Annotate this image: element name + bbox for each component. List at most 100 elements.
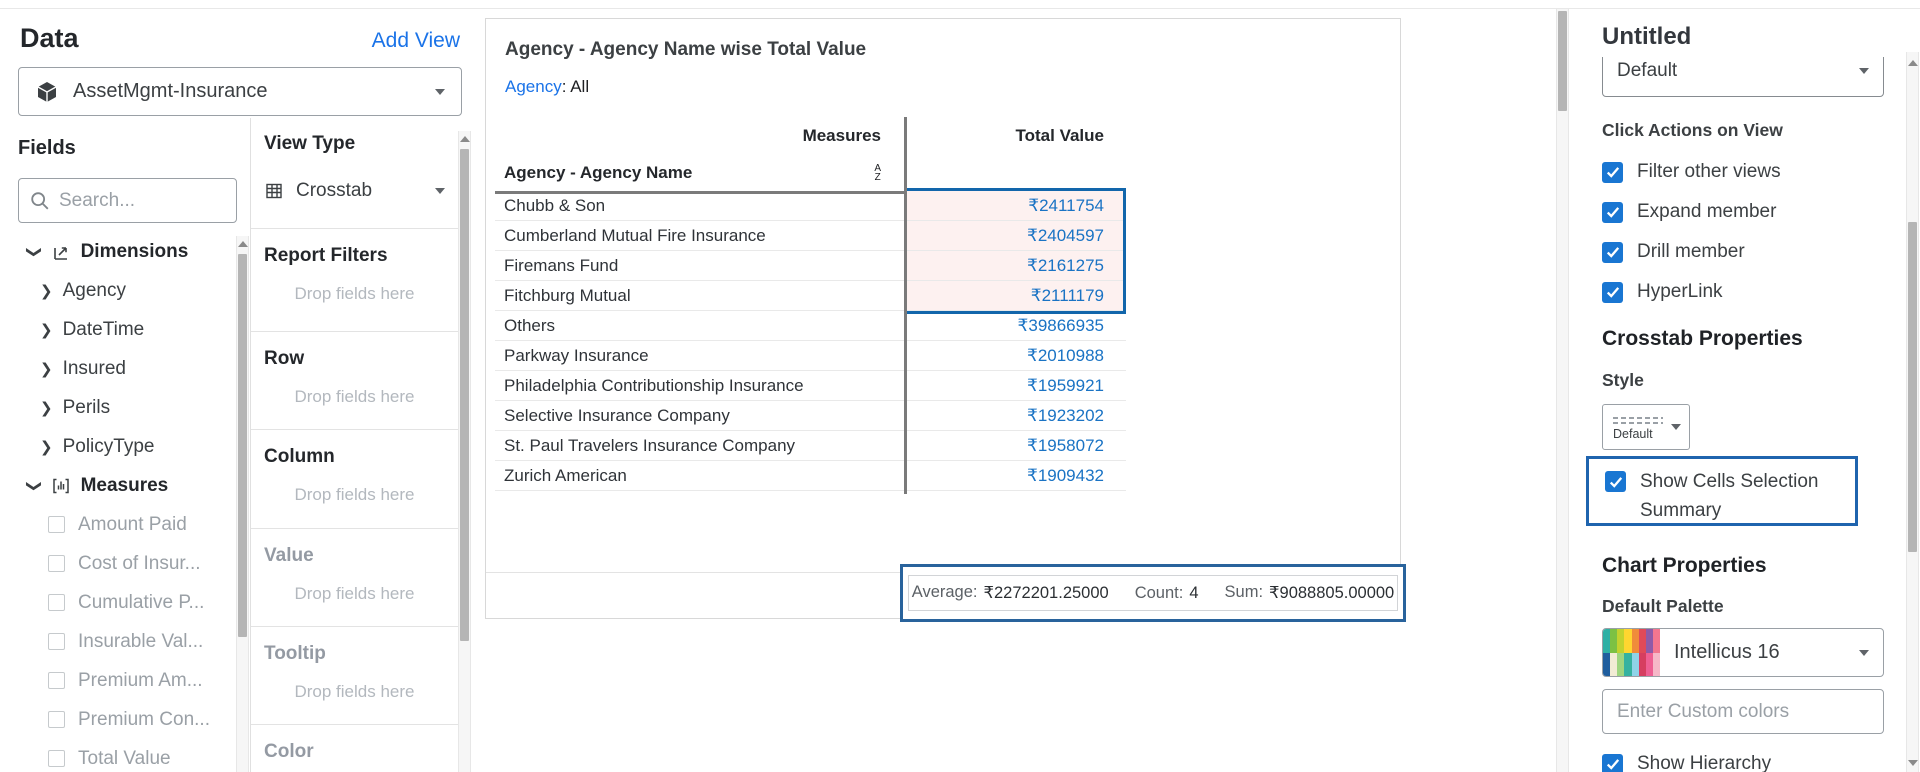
- view-config-scrollbar[interactable]: [458, 131, 471, 772]
- click-action-row[interactable]: Filter other views: [1602, 152, 1872, 192]
- search-input[interactable]: [59, 189, 209, 212]
- fields-scrollbar-thumb[interactable]: [238, 254, 247, 637]
- palette-color: [1617, 629, 1625, 653]
- dimension-item[interactable]: ❯ PolicyType: [0, 427, 236, 466]
- show-hierarchy-row[interactable]: Show Hierarchy: [1602, 753, 1771, 772]
- measure-checkbox[interactable]: [48, 750, 65, 767]
- crosstab-style-select[interactable]: Default: [1602, 404, 1690, 450]
- drop-zone[interactable]: Drop fields here: [294, 284, 415, 303]
- row-label-cell[interactable]: Others: [495, 311, 905, 341]
- show-hierarchy-checkbox[interactable]: [1602, 753, 1623, 772]
- measure-checkbox[interactable]: [48, 594, 65, 611]
- measure-item[interactable]: Total Value: [0, 739, 236, 772]
- drop-zone[interactable]: Drop fields here: [294, 682, 415, 701]
- drop-section-label: Color: [264, 741, 314, 762]
- custom-colors-input[interactable]: [1602, 689, 1884, 734]
- click-action-label: Drill member: [1637, 241, 1745, 262]
- row-label-cell[interactable]: Firemans Fund: [495, 251, 905, 281]
- canvas-scrollbar-thumb[interactable]: [1558, 11, 1567, 111]
- checkbox-checked[interactable]: [1602, 281, 1623, 303]
- value-cell[interactable]: ₹2411754: [905, 191, 1126, 221]
- row-dimension-header[interactable]: Agency - Agency Name: [504, 163, 693, 182]
- measure-item[interactable]: Cost of Insur...: [0, 544, 236, 583]
- measure-item[interactable]: Cumulative P...: [0, 583, 236, 622]
- row-label-cell[interactable]: Zurich American: [495, 461, 905, 491]
- measure-checkbox[interactable]: [48, 633, 65, 650]
- add-view-link[interactable]: Add View: [371, 29, 460, 52]
- table-row: St. Paul Travelers Insurance Company ₹19…: [495, 431, 1126, 461]
- palette-select[interactable]: Intellicus 16: [1602, 628, 1884, 677]
- row-label-cell[interactable]: St. Paul Travelers Insurance Company: [495, 431, 905, 461]
- value-cell[interactable]: ₹1959921: [905, 371, 1126, 401]
- drop-zone[interactable]: Drop fields here: [294, 485, 415, 504]
- dimension-item[interactable]: ❯ Agency: [0, 271, 236, 310]
- value-cell[interactable]: ₹1909432: [905, 461, 1126, 491]
- measure-item[interactable]: Insurable Val...: [0, 622, 236, 661]
- measure-checkbox[interactable]: [48, 672, 65, 689]
- properties-scrollbar-thumb[interactable]: [1908, 222, 1917, 552]
- click-action-row[interactable]: Drill member: [1602, 232, 1872, 272]
- row-label-cell[interactable]: Cumberland Mutual Fire Insurance: [495, 221, 905, 251]
- measure-item[interactable]: Premium Con...: [0, 700, 236, 739]
- click-action-row[interactable]: HyperLink: [1602, 272, 1872, 312]
- chevron-right-icon: ❯: [40, 438, 53, 456]
- crosstab-card: Agency - Agency Name wise Total Value Ag…: [485, 18, 1406, 622]
- row-label-cell[interactable]: Selective Insurance Company: [495, 401, 905, 431]
- dimension-item[interactable]: ❯ DateTime: [0, 310, 236, 349]
- datasource-select[interactable]: AssetMgmt-Insurance: [18, 67, 462, 116]
- drop-section: Value Drop fields here: [251, 528, 458, 626]
- value-cell[interactable]: ₹39866935: [905, 311, 1126, 341]
- palette-color: [1610, 652, 1618, 676]
- value-cell[interactable]: ₹1958072: [905, 431, 1126, 461]
- measure-checkbox[interactable]: [48, 555, 65, 572]
- row-label-cell[interactable]: Parkway Insurance: [495, 341, 905, 371]
- drop-section-label: Row: [264, 348, 305, 369]
- measures-group-label: Measures: [80, 474, 169, 496]
- dimension-item[interactable]: ❯ Perils: [0, 388, 236, 427]
- click-action-row[interactable]: Expand member: [1602, 192, 1872, 232]
- properties-scrollbar[interactable]: [1906, 52, 1919, 772]
- view-config-scrollbar-thumb[interactable]: [460, 149, 469, 641]
- dimensions-group-header[interactable]: ❯ Dimensions: [0, 232, 236, 271]
- drop-zone[interactable]: Drop fields here: [294, 387, 415, 406]
- drop-section-label: Tooltip: [264, 643, 326, 664]
- value-cell[interactable]: ₹2010988: [905, 341, 1126, 371]
- measures-group-header[interactable]: ❯ Measures: [0, 466, 236, 505]
- row-label-cell[interactable]: Fitchburg Mutual: [495, 281, 905, 311]
- value-cell[interactable]: ₹1923202: [905, 401, 1126, 431]
- checkbox-checked[interactable]: [1602, 241, 1623, 263]
- scroll-up-icon[interactable]: [459, 136, 470, 142]
- dimension-label: Perils: [62, 396, 111, 418]
- canvas-scrollbar[interactable]: [1556, 9, 1569, 772]
- row-label-cell[interactable]: Philadelphia Contributionship Insurance: [495, 371, 905, 401]
- show-cells-checkbox[interactable]: [1605, 471, 1626, 492]
- measure-checkbox[interactable]: [48, 516, 65, 533]
- scroll-down-icon[interactable]: [1907, 760, 1918, 766]
- drop-zone[interactable]: Drop fields here: [294, 584, 415, 603]
- measure-item[interactable]: Premium Am...: [0, 661, 236, 700]
- chevron-down-icon: [1859, 649, 1869, 656]
- scroll-up-icon[interactable]: [1907, 60, 1918, 66]
- fields-scrollbar[interactable]: [236, 236, 249, 772]
- filter-field-link[interactable]: Agency: [505, 77, 562, 96]
- measure-label: Total Value: [78, 747, 171, 769]
- measure-checkbox[interactable]: [48, 711, 65, 728]
- checkbox-checked[interactable]: [1602, 161, 1623, 183]
- value-cell[interactable]: ₹2404597: [905, 221, 1126, 251]
- drop-section: Color: [251, 724, 458, 763]
- value-cell[interactable]: ₹2111179: [905, 281, 1126, 311]
- panel-title: Untitled: [1602, 23, 1692, 50]
- dimension-item[interactable]: ❯ Insured: [0, 349, 236, 388]
- value-cell[interactable]: ₹2161275: [905, 251, 1126, 281]
- style-label: Style: [1602, 370, 1644, 390]
- view-style-select[interactable]: Default: [1602, 57, 1884, 97]
- row-label-cell[interactable]: Chubb & Son: [495, 191, 905, 221]
- measure-label: Cost of Insur...: [78, 552, 201, 574]
- view-type-select[interactable]: Crosstab: [264, 177, 445, 205]
- scroll-up-icon[interactable]: [237, 241, 248, 247]
- checkbox-checked[interactable]: [1602, 201, 1623, 223]
- measure-item[interactable]: Amount Paid: [0, 505, 236, 544]
- total-value-header[interactable]: Total Value: [1015, 126, 1105, 145]
